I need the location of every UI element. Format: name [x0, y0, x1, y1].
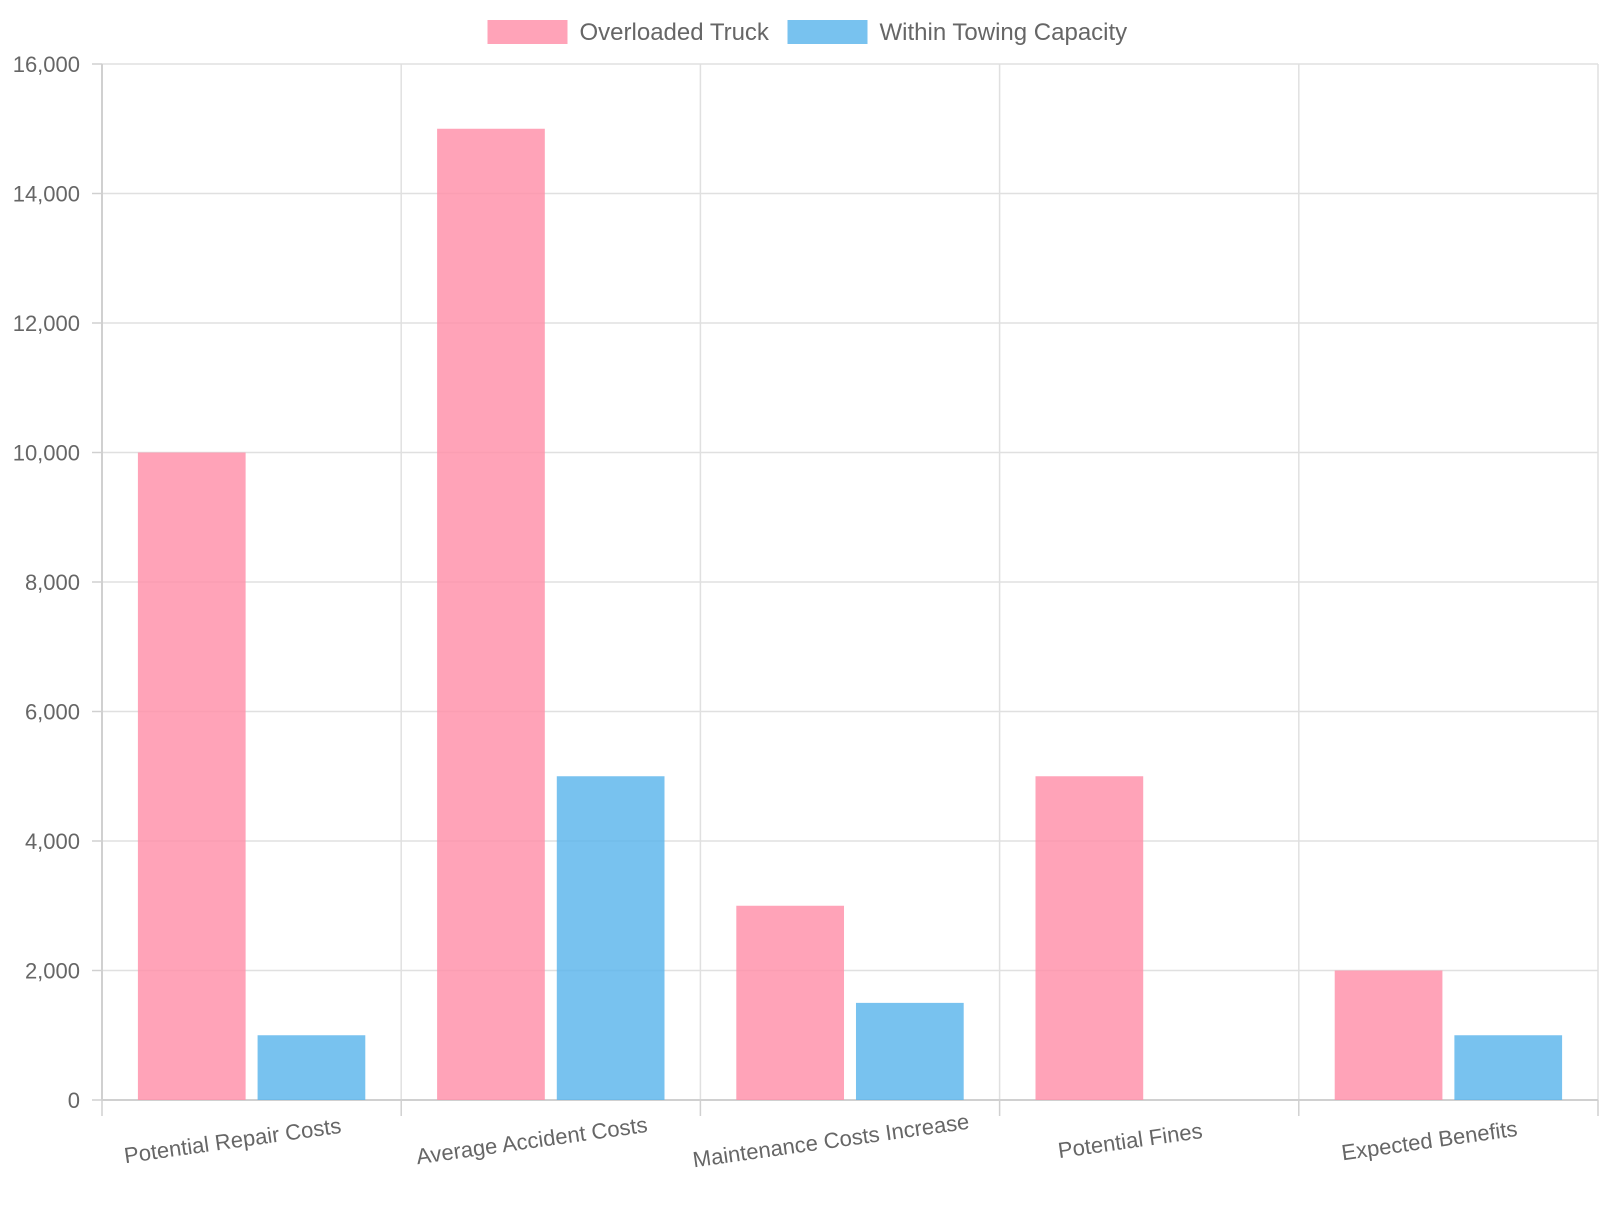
bar-overloaded-truck[interactable]: [1035, 776, 1144, 1100]
y-tick-label: 12,000: [13, 311, 80, 336]
bar-within-towing-capacity[interactable]: [1454, 1035, 1563, 1100]
grid-lines: [102, 63, 1599, 1100]
y-tick-label: 14,000: [13, 182, 80, 207]
x-category-label: Potential Repair Costs: [122, 1113, 342, 1168]
x-category-label: Average Accident Costs: [415, 1112, 649, 1169]
y-tick-label: 4,000: [25, 829, 80, 854]
legend-swatch-overloaded-truck[interactable]: [487, 20, 568, 44]
y-tick-label: 10,000: [13, 441, 80, 466]
bar-within-towing-capacity[interactable]: [257, 1035, 366, 1100]
x-category-label: Maintenance Costs Increase: [691, 1109, 971, 1173]
legend-swatch-within-towing-capacity[interactable]: [787, 20, 868, 44]
x-category-label: Potential Fines: [1056, 1118, 1204, 1163]
legend-label-within-towing-capacity[interactable]: Within Towing Capacity: [880, 19, 1128, 46]
y-tick-label: 16,000: [13, 52, 80, 77]
bars: [137, 128, 1563, 1101]
x-category-label: Expected Benefits: [1340, 1116, 1519, 1165]
y-tick-labels: 0 2,000 4,000 6,000 8,000 10,000 12,000 14,000 1…: [13, 52, 80, 1113]
bar-overloaded-truck[interactable]: [437, 128, 545, 1100]
bar-overloaded-truck[interactable]: [1334, 970, 1443, 1101]
y-tick-label: 8,000: [25, 570, 80, 595]
axes: [92, 63, 1599, 1116]
legend-label-overloaded-truck[interactable]: Overloaded Truck: [580, 19, 770, 46]
y-tick-label: 0: [68, 1088, 80, 1113]
bar-overloaded-truck[interactable]: [137, 452, 246, 1101]
x-category-labels: Potential Repair Costs Average Accident C…: [122, 1109, 1518, 1173]
bar-within-towing-capacity[interactable]: [855, 1002, 964, 1100]
bar-within-towing-capacity[interactable]: [556, 776, 665, 1100]
legend[interactable]: Overloaded Truck Within Towing Capacity: [487, 19, 1128, 46]
y-tick-label: 2,000: [25, 959, 80, 984]
y-tick-label: 6,000: [25, 700, 80, 725]
bar-overloaded-truck[interactable]: [736, 905, 845, 1100]
